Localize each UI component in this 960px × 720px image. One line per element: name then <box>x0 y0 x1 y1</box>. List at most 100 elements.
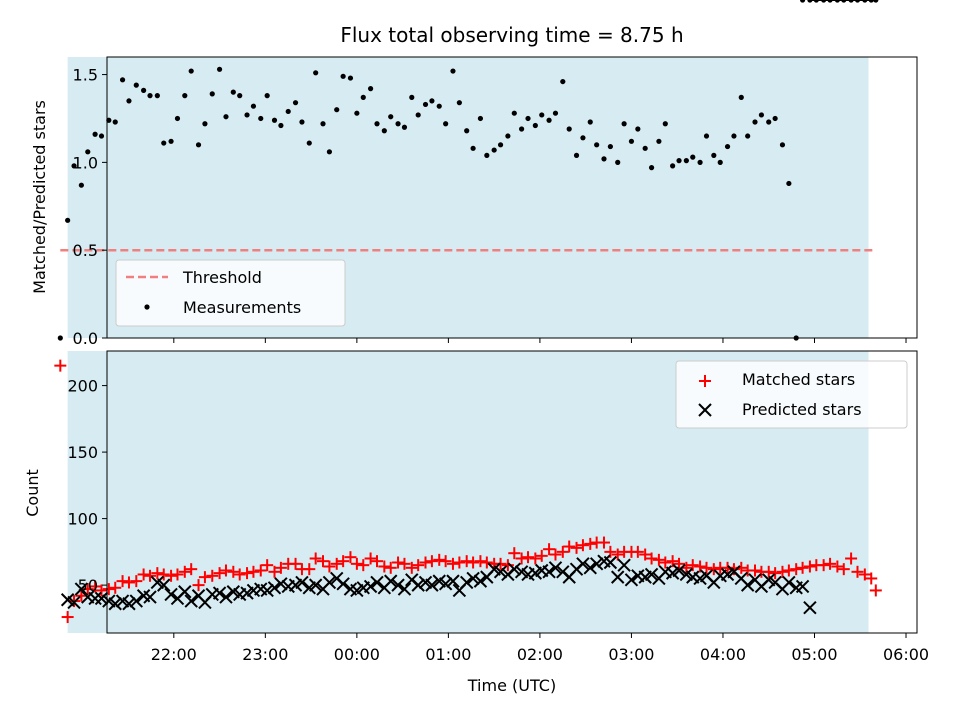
x-tick-label: 01:00 <box>425 645 471 664</box>
measurement-point <box>65 217 71 223</box>
measurement-point <box>154 93 160 99</box>
predicted-stars-point <box>67 595 81 610</box>
measurement-point <box>415 112 421 118</box>
matched-stars-point <box>845 552 858 565</box>
matched-stars-point <box>474 555 487 568</box>
predicted-stars-point <box>295 575 309 590</box>
measurement-point <box>648 165 655 171</box>
measurement-point <box>119 77 126 83</box>
matched-stars-point <box>102 583 115 596</box>
predicted-stars-point <box>267 581 282 595</box>
predicted-stars-point <box>94 591 109 606</box>
measurement-point <box>409 94 415 100</box>
matched-stars-point <box>419 556 432 569</box>
measurement-point <box>519 126 525 132</box>
measurement-point <box>443 121 449 127</box>
predicted-stars-point <box>493 565 508 579</box>
y-tick-label: 100 <box>67 510 98 529</box>
measurement-point <box>436 103 442 109</box>
measurement-point <box>182 93 188 99</box>
predicted-stars-point <box>795 579 810 594</box>
x-axis-label: Time (UTC) <box>467 676 556 695</box>
measurement-point <box>258 115 264 122</box>
matched-stars-point <box>501 559 514 572</box>
predicted-stars-point <box>212 586 227 600</box>
predicted-stars-point <box>308 578 323 592</box>
top-axes-frame <box>106 56 918 339</box>
measurement-point <box>738 94 744 100</box>
matched-stars-point <box>178 565 191 578</box>
matched-stars-point <box>350 557 363 570</box>
measurement-point <box>401 124 408 130</box>
measurement-point <box>766 119 772 125</box>
legend-matched-label: Matched stars <box>742 370 855 389</box>
matched-stars-point <box>433 553 446 566</box>
matched-stars-point <box>122 576 135 589</box>
matched-stars-point <box>213 567 226 580</box>
top-legend: Threshold Measurements <box>115 259 346 327</box>
matched-stars-point <box>721 561 734 574</box>
matched-stars-point <box>144 569 157 582</box>
predicted-stars-point <box>411 578 425 592</box>
measurement-point <box>607 143 613 150</box>
measurement-point <box>539 112 545 118</box>
x-tick-label: 04:00 <box>700 645 746 664</box>
matched-stars-point <box>303 563 316 576</box>
measurement-point <box>168 138 174 144</box>
measurement-point <box>491 147 497 153</box>
measurement-point <box>230 89 236 95</box>
measurement-point <box>299 119 305 125</box>
predicted-stars-point <box>143 590 157 604</box>
matched-stars-point <box>652 553 665 566</box>
measurement-point <box>244 112 250 118</box>
measurement-point <box>126 98 132 104</box>
matched-stars-point <box>405 561 418 574</box>
bottom-legend: Matched stars Predicted stars <box>675 360 908 429</box>
predicted-stars-point <box>178 585 192 599</box>
measurement-point <box>340 73 346 79</box>
measurement-point <box>292 100 299 106</box>
matched-stars-point <box>597 536 610 549</box>
measurement-point <box>216 66 223 72</box>
measurement-point <box>223 114 229 120</box>
predicted-stars-point <box>322 575 337 590</box>
matched-stars-point <box>378 560 391 573</box>
measurement-point <box>367 86 374 92</box>
matched-stars-point <box>796 561 809 574</box>
predicted-stars-point <box>260 583 274 598</box>
measurement-point <box>752 119 758 125</box>
predicted-stars-point <box>384 574 398 588</box>
matched-stars-point <box>645 552 658 565</box>
matched-stars-point <box>54 359 67 372</box>
measurement-point <box>347 75 354 81</box>
predicted-stars-point <box>74 582 89 596</box>
matched-stars-point <box>467 556 480 569</box>
matched-stars-point <box>330 557 343 570</box>
measurement-point <box>758 112 765 118</box>
measurement-point <box>573 152 580 158</box>
measurement-point <box>552 110 559 116</box>
measurement-point <box>188 68 194 74</box>
measurement-point <box>676 158 682 164</box>
matched-stars-point <box>831 560 844 573</box>
predicted-stars-point <box>803 601 817 615</box>
y-tick-label: 150 <box>67 443 98 462</box>
measurement-point <box>525 115 531 122</box>
matched-stars-point <box>556 545 569 558</box>
measurement-point <box>560 78 566 85</box>
predicted-stars-point <box>576 557 590 571</box>
measurement-point <box>703 133 710 139</box>
matched-stars-point <box>219 564 232 577</box>
measurement-point <box>360 94 366 100</box>
measurement-point <box>615 159 621 165</box>
predicted-stars-point <box>672 563 686 578</box>
measurement-point <box>505 133 511 139</box>
predicted-stars-point <box>129 594 143 608</box>
predicted-stars-point <box>438 577 453 591</box>
y-tick-label: 1.0 <box>73 153 98 172</box>
measurement-point <box>112 119 118 125</box>
matched-stars-point <box>790 563 803 576</box>
matched-stars-point <box>865 572 878 585</box>
measurement-point <box>628 138 635 144</box>
